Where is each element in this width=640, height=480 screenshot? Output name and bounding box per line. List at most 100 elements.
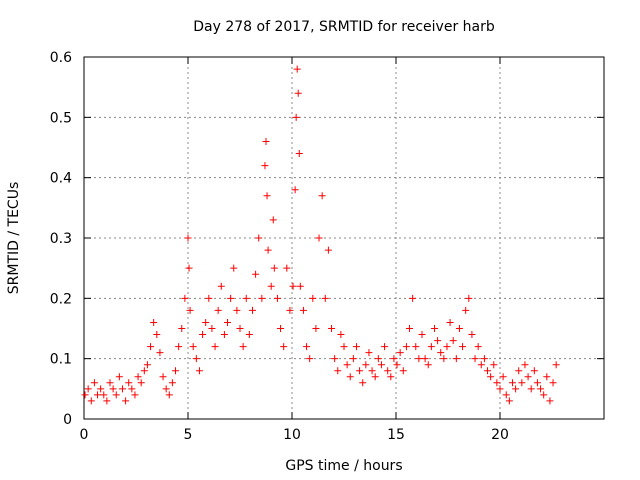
data-point (242, 294, 250, 302)
data-point (233, 306, 241, 314)
data-point (393, 361, 401, 369)
y-tick-label: 0.4 (50, 171, 72, 187)
data-point (181, 294, 189, 302)
y-tick-label: 0.6 (50, 50, 72, 66)
data-point (185, 264, 193, 272)
grid-lines (84, 57, 604, 419)
data-point (262, 137, 270, 145)
data-point (340, 343, 348, 351)
data-point (140, 367, 148, 375)
data-point (106, 379, 114, 387)
data-point (496, 385, 504, 393)
data-point (280, 343, 288, 351)
data-point (245, 331, 253, 339)
y-tick-label: 0.1 (50, 352, 72, 368)
data-point (324, 246, 332, 254)
data-point (377, 361, 385, 369)
data-point (159, 373, 167, 381)
data-point (387, 373, 395, 381)
x-tick-label: 0 (80, 427, 89, 443)
data-point (315, 234, 323, 242)
data-point (230, 264, 238, 272)
data-point (286, 306, 294, 314)
data-point (508, 379, 516, 387)
data-point (283, 264, 291, 272)
data-point (192, 355, 200, 363)
data-point (205, 294, 213, 302)
data-point (540, 391, 548, 399)
data-point (493, 379, 501, 387)
data-point (143, 361, 151, 369)
data-point (381, 343, 389, 351)
data-point (396, 349, 404, 357)
data-point (291, 186, 299, 194)
data-point (518, 379, 526, 387)
data-point (365, 349, 373, 357)
y-tick-label: 0 (63, 412, 72, 428)
data-point (421, 355, 429, 363)
data-point (406, 325, 414, 332)
data-point (270, 264, 278, 272)
data-point (267, 282, 275, 290)
data-point (502, 391, 510, 399)
data-point (122, 397, 130, 405)
data-point (446, 318, 454, 326)
data-point (399, 367, 407, 375)
data-point (533, 379, 541, 387)
data-point (549, 379, 557, 387)
data-point (505, 397, 513, 405)
data-point (471, 355, 479, 363)
data-point (137, 379, 145, 387)
data-point (465, 294, 473, 302)
data-point (97, 385, 105, 393)
data-point (252, 270, 260, 278)
data-point (318, 192, 326, 200)
data-point (195, 367, 203, 375)
data-point (150, 318, 158, 326)
data-point (306, 355, 314, 363)
data-point (490, 361, 498, 369)
data-point (452, 355, 460, 363)
data-point (527, 385, 535, 393)
data-point (462, 306, 470, 314)
data-point (118, 385, 126, 393)
data-point (356, 367, 364, 375)
data-point (312, 325, 320, 332)
data-point (236, 325, 244, 332)
data-point (214, 306, 222, 314)
data-point (263, 192, 271, 200)
data-point (115, 373, 123, 381)
data-point (409, 294, 417, 302)
data-point (147, 343, 155, 351)
data-point (227, 294, 235, 302)
data-point (84, 385, 92, 393)
data-point (455, 325, 463, 332)
data-points (81, 65, 560, 405)
data-point (362, 361, 370, 369)
data-point (87, 397, 95, 405)
data-point (552, 361, 560, 369)
data-point (487, 373, 495, 381)
data-point (537, 385, 545, 393)
data-point (292, 113, 300, 121)
data-point (94, 391, 102, 399)
data-point (337, 331, 345, 339)
x-tick-label: 5 (184, 427, 193, 443)
data-point (239, 343, 247, 351)
data-point (343, 361, 351, 369)
data-point (211, 343, 219, 351)
data-point (224, 318, 232, 326)
data-point (412, 343, 420, 351)
data-point (371, 373, 379, 381)
y-axis-label: SRMTID / TECUs (6, 182, 22, 295)
data-point (368, 367, 376, 375)
data-point (484, 367, 492, 375)
data-point (328, 325, 336, 332)
data-point (134, 373, 142, 381)
data-point (321, 294, 329, 302)
data-point (468, 331, 476, 339)
data-point (418, 331, 426, 339)
data-point (172, 367, 180, 375)
data-point (90, 379, 98, 387)
chart-title: Day 278 of 2017, SRMTID for receiver har… (193, 19, 495, 35)
